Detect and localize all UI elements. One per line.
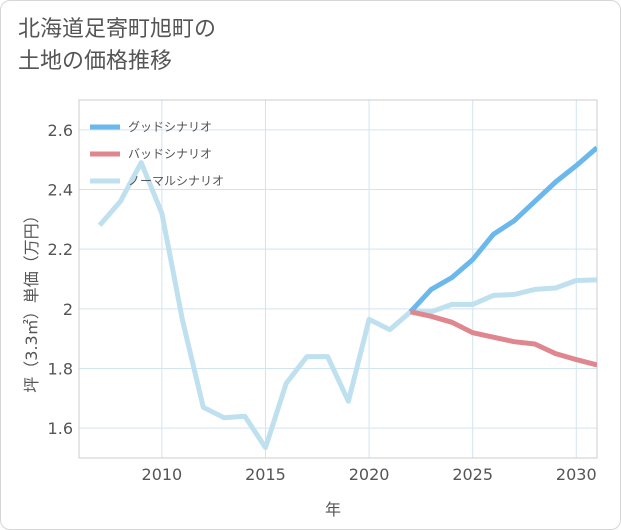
- y-axis: 1.6 1.8 2 2.2 2.4 2.6: [48, 121, 73, 438]
- x-tick-label: 2015: [245, 465, 286, 484]
- plot-area-border: [78, 99, 598, 459]
- y-tick-label: 2.4: [48, 181, 73, 200]
- series-line-2: [97, 160, 597, 451]
- series-line-1: [409, 309, 597, 368]
- y-axis-label: 坪（3.3㎡）単価（万円）: [22, 207, 41, 392]
- y-tick-label: 2.6: [48, 121, 73, 140]
- y-tick-label: 1.8: [48, 360, 73, 379]
- series-line-0: [408, 145, 597, 314]
- x-axis: 2010 2015 2020 2025 2030: [142, 465, 597, 484]
- chart-title: 北海道足寄町旭町の 土地の価格推移: [18, 17, 217, 74]
- grid: [79, 100, 597, 458]
- legend-label: グッドシナリオ: [128, 120, 212, 134]
- y-tick-label: 2: [63, 300, 73, 319]
- legend-label: ノーマルシナリオ: [128, 174, 224, 188]
- x-axis-label: 年: [325, 500, 341, 519]
- x-tick-label: 2025: [452, 465, 493, 484]
- y-tick-label: 1.6: [48, 419, 73, 438]
- y-tick-label: 2.2: [48, 240, 73, 259]
- x-tick-label: 2010: [142, 465, 183, 484]
- x-tick-label: 2020: [349, 465, 390, 484]
- x-tick-label: 2030: [556, 465, 597, 484]
- series-lines: [97, 145, 597, 451]
- legend-label: バッドシナリオ: [128, 147, 212, 161]
